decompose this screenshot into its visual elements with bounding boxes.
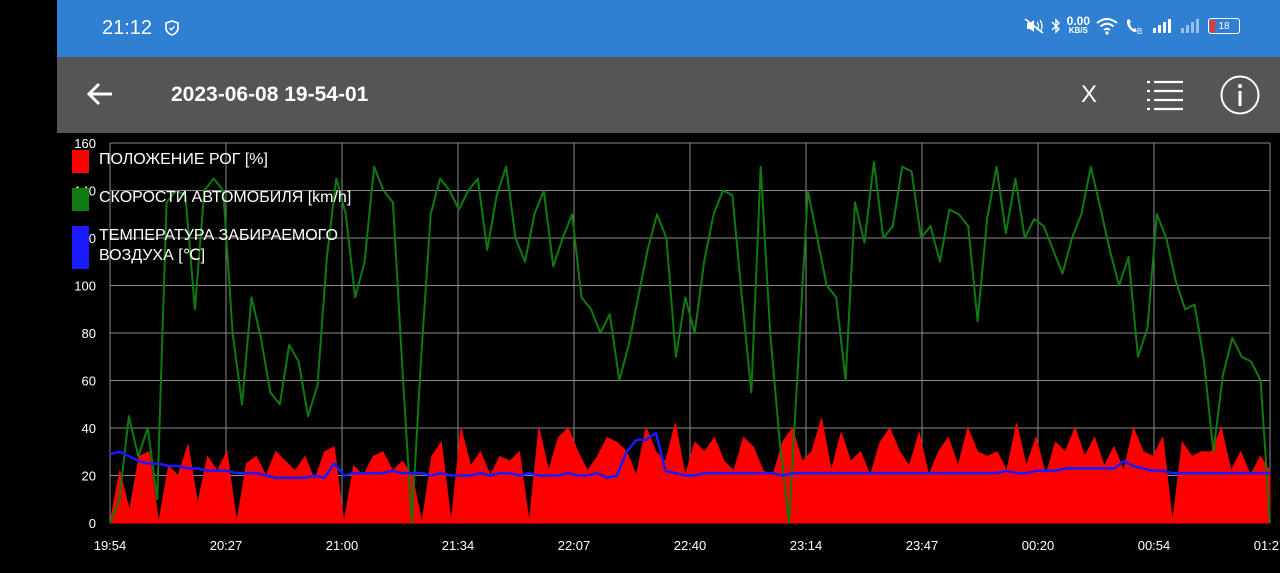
y-tick-label: 160 <box>74 136 96 151</box>
legend-label-throttle: ПОЛОЖЕНИЕ РОГ [%] <box>99 151 268 168</box>
signal-icon <box>1153 19 1171 33</box>
legend-label-speed: СКОРОСТИ АВТОМОБИЛЯ [km/h] <box>99 189 352 206</box>
x-tick-label: 01:27 <box>1254 538 1280 553</box>
net-speed: 0.00 KB/S <box>1066 14 1090 36</box>
x-tick-label: 22:07 <box>558 538 591 553</box>
x-axis-ticks: 19:54 20:27 21:00 21:34 22:07 22:40 23:14 23:47… <box>94 538 1280 553</box>
series-throttle-area <box>109 418 1271 524</box>
app-bar: 2023-06-08 19-54-01 X <box>57 57 1280 133</box>
legend-item-throttle: ПОЛОЖЕНИЕ РОГ [%] <box>72 150 359 173</box>
legend-item-speed: СКОРОСТИ АВТОМОБИЛЯ [km/h] <box>72 188 359 211</box>
y-tick-label: 80 <box>82 326 96 341</box>
signal-2-icon <box>1181 19 1199 33</box>
series-intake-temp-line <box>109 431 1270 480</box>
wifi-icon <box>1096 18 1118 35</box>
page-title: 2023-06-08 19-54-01 <box>171 83 369 106</box>
mute-vibrate-icon <box>1024 18 1044 34</box>
status-bar: 21:12 0.00 KB/S B <box>57 0 1280 57</box>
x-tick-label: 22:40 <box>674 538 707 553</box>
series-speed-line <box>109 161 1271 524</box>
legend-item-intake-temp: ТЕМПЕРАТУРА ЗАБИРАЕМОГО ВОЗДУХА [℃] <box>72 226 359 269</box>
list-icon[interactable] <box>1145 79 1185 111</box>
y-tick-label: 0 <box>89 516 96 531</box>
y-tick-label: 60 <box>82 374 96 389</box>
y-tick-label: 20 <box>82 469 96 484</box>
volte-call-icon: B <box>1126 19 1142 35</box>
close-button[interactable]: X <box>1081 81 1098 108</box>
chart[interactable]: 020406080100120140160 19:5420:2721:0021:… <box>57 133 1280 573</box>
legend-swatch-throttle <box>72 150 89 173</box>
legend-swatch-intake-temp <box>72 226 89 269</box>
x-tick-label: 21:00 <box>326 538 359 553</box>
x-tick-label: 21:34 <box>442 538 475 553</box>
y-tick-label: 100 <box>74 279 96 294</box>
bluetooth-icon <box>1051 18 1060 34</box>
x-tick-label: 00:20 <box>1022 538 1055 553</box>
svg-text:B: B <box>1137 27 1142 35</box>
status-time: 21:12 <box>102 17 153 39</box>
net-speed-value: 0.00 <box>1066 14 1090 28</box>
legend-swatch-speed <box>72 188 89 211</box>
x-tick-label: 00:54 <box>1138 538 1171 553</box>
chart-series <box>109 161 1271 524</box>
x-tick-label: 19:54 <box>94 538 127 553</box>
info-icon[interactable] <box>1220 75 1260 115</box>
chart-legend: ПОЛОЖЕНИЕ РОГ [%] СКОРОСТИ АВТОМОБИЛЯ [k… <box>72 150 359 284</box>
shield-icon <box>165 20 179 36</box>
y-axis-ticks: 020406080100120140160 <box>74 136 96 531</box>
y-tick-label: 40 <box>82 421 96 436</box>
battery-level: 18 <box>1218 20 1230 32</box>
status-icons: 0.00 KB/S B 18 <box>1023 14 1240 36</box>
x-tick-label: 23:47 <box>906 538 939 553</box>
back-arrow-icon[interactable] <box>85 79 115 109</box>
battery-icon: 18 <box>1208 18 1240 34</box>
x-tick-label: 20:27 <box>210 538 243 553</box>
legend-label-intake-temp: ТЕМПЕРАТУРА ЗАБИРАЕМОГО ВОЗДУХА [℃] <box>99 227 338 264</box>
net-speed-unit: KB/S <box>1068 26 1088 35</box>
x-tick-label: 23:14 <box>790 538 823 553</box>
